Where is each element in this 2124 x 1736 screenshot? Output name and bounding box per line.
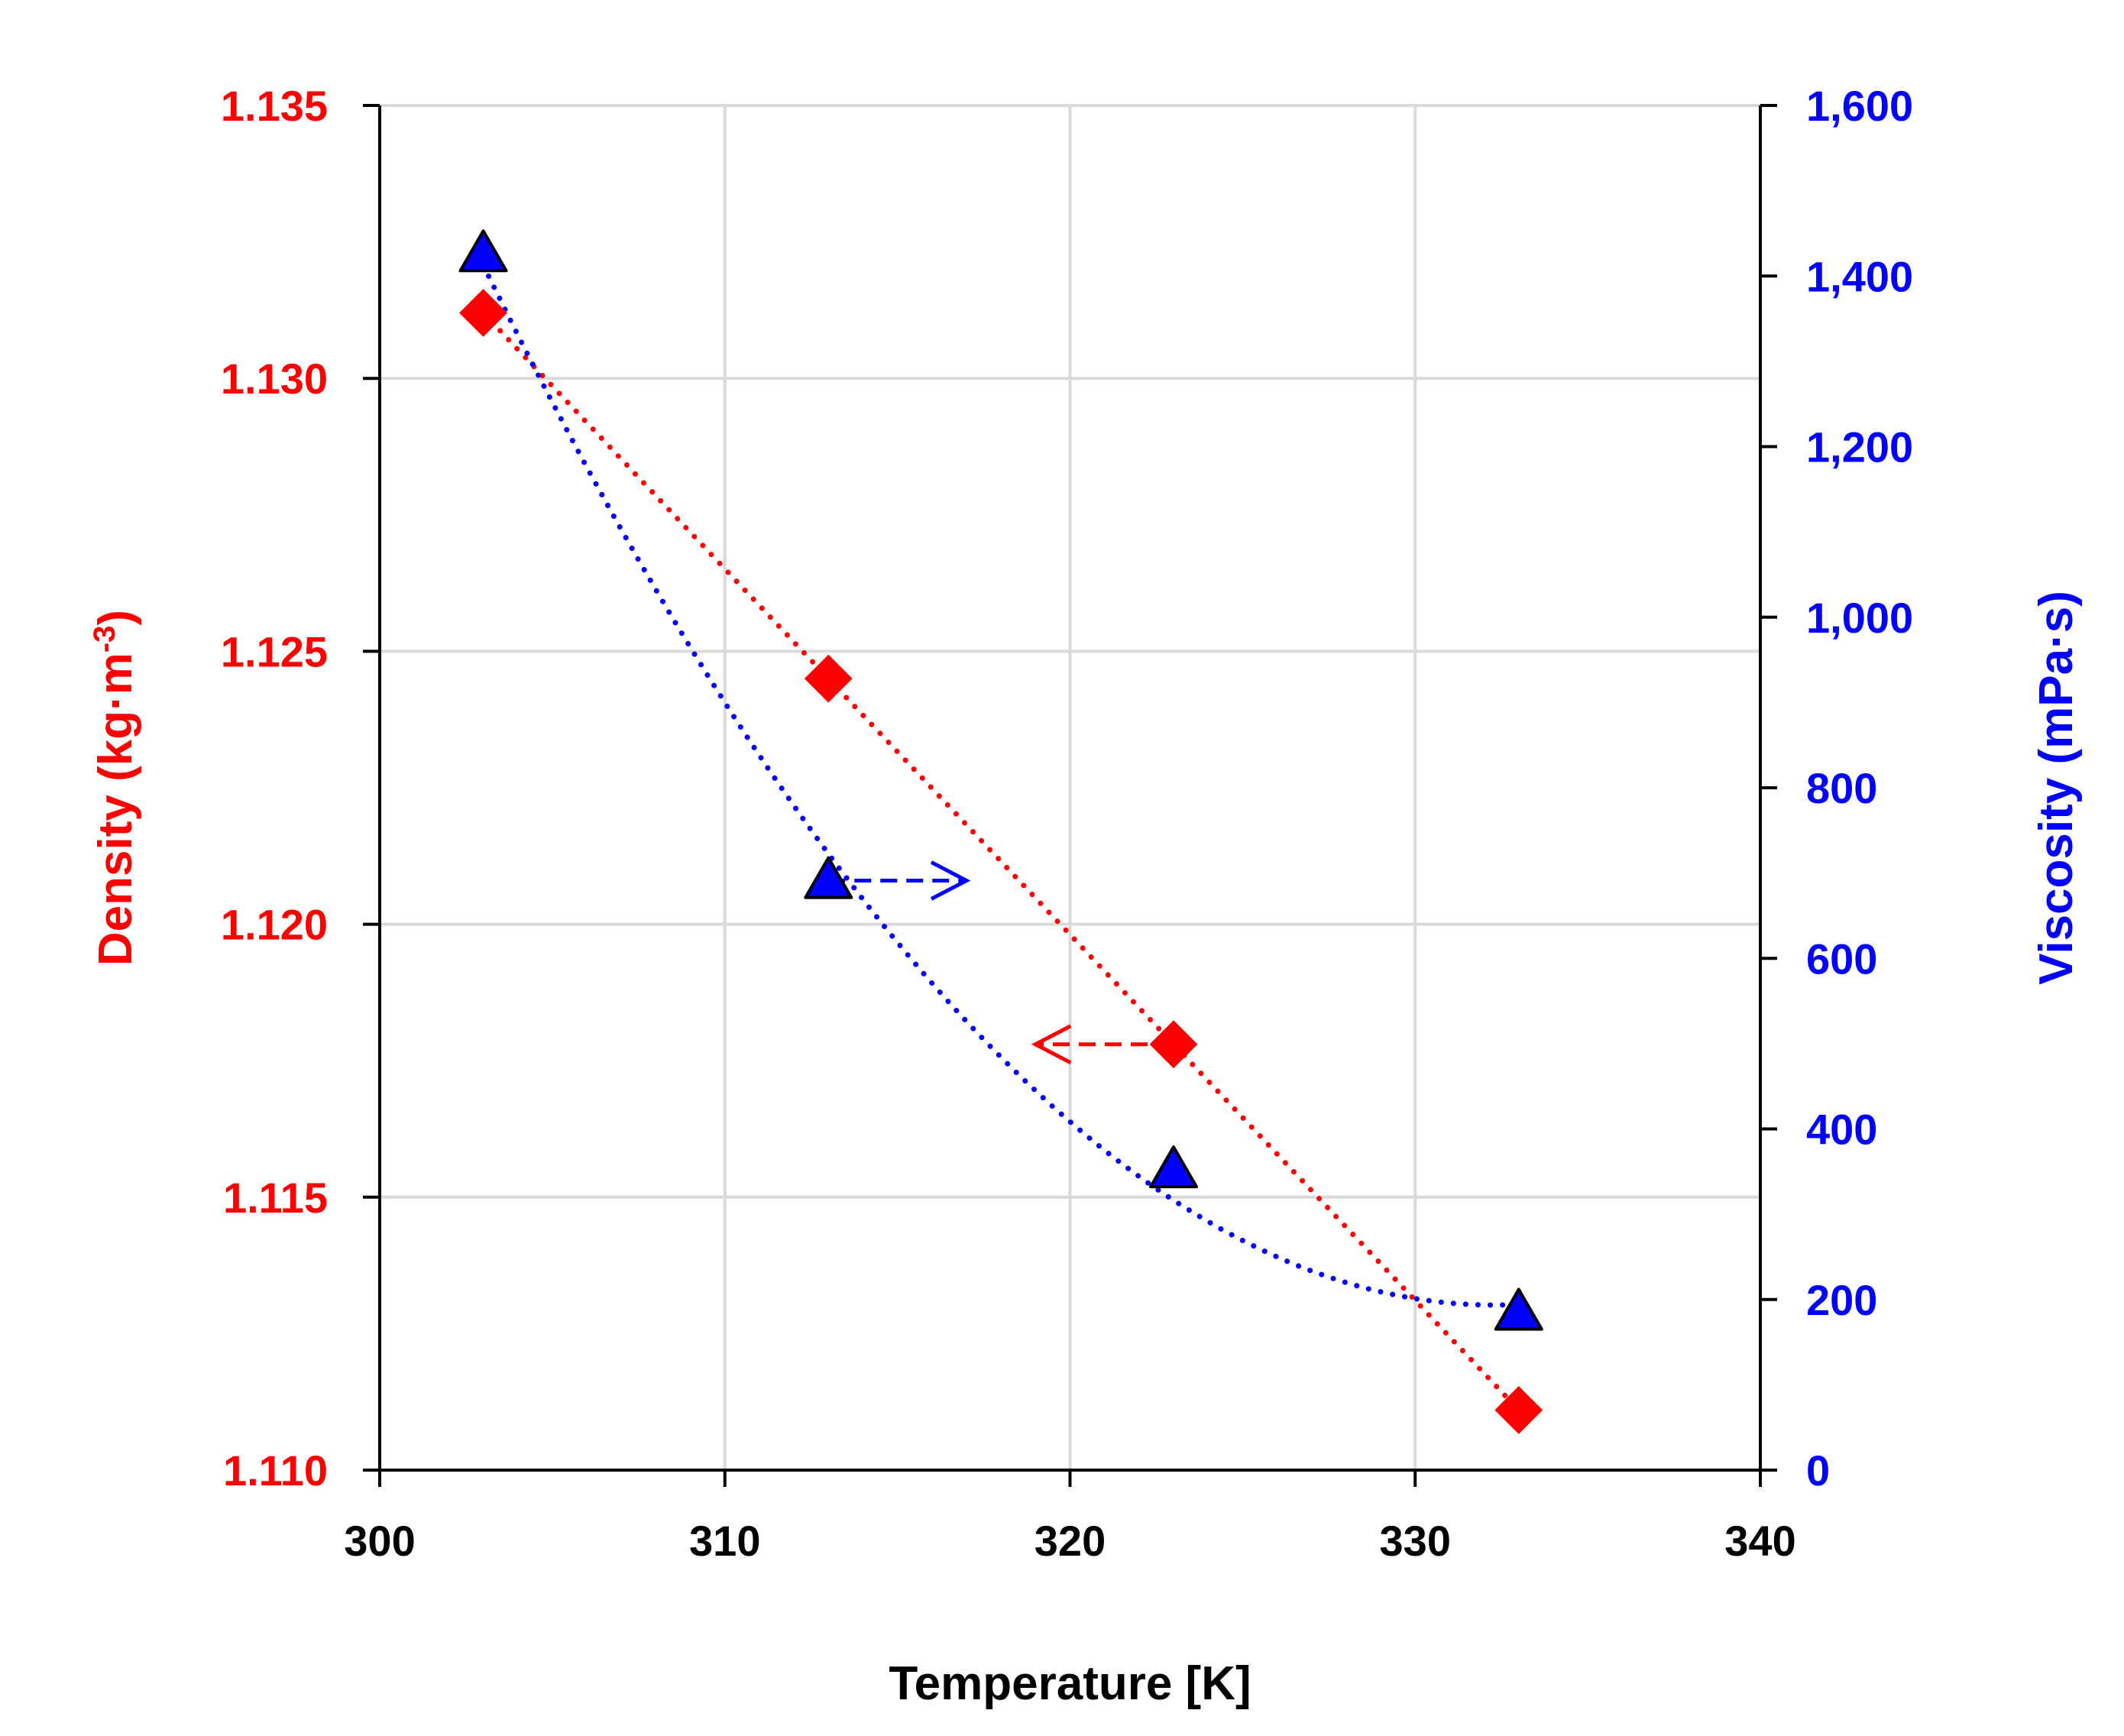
left-axis-title-main: Density (kg·m <box>89 653 142 966</box>
left-axis-title-sup: -3 <box>88 626 121 653</box>
axis-indicator-arrows <box>828 860 1174 1064</box>
right-tick-label: 0 <box>1806 1446 1830 1495</box>
right-tick-label: 600 <box>1806 934 1877 983</box>
right-axis-title: Viscosity (mPa·s) <box>2030 591 2083 985</box>
left-axis-title: Density (kg·m-3) <box>88 610 142 966</box>
x-tick-label: 340 <box>1724 1517 1795 1565</box>
left-tick-label: 1.130 <box>221 355 328 403</box>
density-point <box>459 289 507 337</box>
x-tick-label: 300 <box>344 1517 415 1565</box>
axes <box>363 104 1777 1487</box>
density-trendline <box>481 310 1522 1413</box>
right-tick-label: 400 <box>1806 1106 1877 1154</box>
right-tick-label: 1,600 <box>1806 82 1913 130</box>
right-tick-label: 1,000 <box>1806 594 1913 642</box>
arrow-head <box>930 860 971 901</box>
right-tick-label: 200 <box>1806 1276 1877 1324</box>
right-tick-label: 1,200 <box>1806 423 1913 471</box>
arrow-head <box>1031 1024 1072 1064</box>
density-point <box>804 654 853 703</box>
right-tick-label: 1,400 <box>1806 252 1913 300</box>
viscosity-point <box>1494 1287 1543 1331</box>
viscosity-axis-arrow <box>828 860 971 901</box>
viscosity-point <box>458 229 508 273</box>
x-axis-title: Temperature [K] <box>889 1657 1251 1710</box>
left-tick-label: 1.110 <box>223 1446 328 1495</box>
left-axis-title-end: ) <box>89 610 142 626</box>
left-tick-label: 1.135 <box>221 82 328 130</box>
viscosity-trendline <box>481 262 1522 1308</box>
density-point <box>1494 1386 1543 1434</box>
viscosity-point <box>804 856 853 899</box>
right-tick-label: 800 <box>1806 764 1877 812</box>
x-tick-label: 330 <box>1380 1517 1451 1565</box>
density-point <box>1149 1020 1198 1069</box>
density-axis-arrow <box>1031 1024 1174 1064</box>
x-tick-label: 320 <box>1034 1517 1106 1565</box>
left-tick-label: 1.115 <box>223 1174 328 1222</box>
data-markers <box>458 229 1543 1434</box>
left-tick-label: 1.120 <box>221 901 328 949</box>
viscosity-point <box>1149 1145 1199 1189</box>
x-tick-label: 310 <box>689 1517 760 1565</box>
tick-labels: 1.110 1.115 1.120 1.125 1.130 1.135 0 200 400 600… <box>221 82 1913 1565</box>
gridlines <box>378 104 1762 1472</box>
trendlines <box>481 262 1522 1413</box>
left-tick-label: 1.125 <box>221 627 328 675</box>
